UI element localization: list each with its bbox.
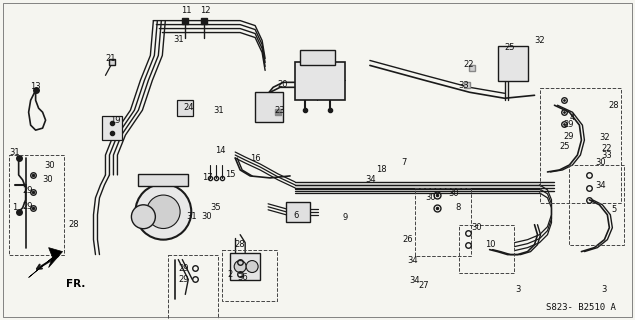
Text: 29: 29 [563, 132, 573, 140]
Bar [498, 46, 528, 81]
Bar [168, 255, 218, 319]
Text: 32: 32 [599, 132, 610, 141]
Text: 32: 32 [534, 36, 545, 45]
Bar [540, 88, 621, 203]
Bar [222, 250, 277, 301]
Text: 29: 29 [178, 264, 189, 273]
Text: 6: 6 [293, 211, 298, 220]
Text: 12: 12 [200, 6, 210, 15]
Bar [295, 62, 345, 100]
Text: 31: 31 [173, 35, 184, 44]
Bar [415, 188, 471, 256]
Bar [9, 155, 64, 255]
Text: 30: 30 [425, 193, 436, 202]
Text: 29: 29 [22, 202, 33, 211]
Text: 33: 33 [601, 150, 612, 160]
Text: FR.: FR. [65, 279, 85, 290]
Text: 34: 34 [408, 256, 418, 265]
Text: 23: 23 [275, 106, 285, 115]
Polygon shape [29, 248, 63, 277]
Text: 24: 24 [183, 103, 194, 112]
Circle shape [246, 260, 258, 273]
Text: 21: 21 [105, 54, 116, 63]
Text: 30: 30 [201, 212, 211, 221]
Text: 31: 31 [186, 212, 197, 221]
Circle shape [147, 195, 180, 228]
Text: S823- B2510 A: S823- B2510 A [547, 303, 617, 312]
Text: 25: 25 [559, 141, 570, 151]
Bar [255, 92, 283, 122]
Text: 28: 28 [235, 240, 246, 249]
Text: 11: 11 [181, 6, 192, 15]
Bar [300, 51, 335, 65]
Text: 35: 35 [210, 203, 220, 212]
Text: 30: 30 [448, 189, 459, 198]
Text: 27: 27 [418, 281, 429, 290]
Text: 33: 33 [458, 81, 469, 90]
Text: 34: 34 [595, 181, 606, 190]
Text: 30: 30 [595, 158, 606, 167]
Circle shape [131, 205, 156, 229]
Bar [231, 252, 260, 280]
Text: 17: 17 [202, 173, 213, 182]
Text: 31: 31 [213, 106, 224, 115]
Text: 8: 8 [455, 203, 460, 212]
Bar [286, 202, 310, 222]
Bar [102, 116, 123, 140]
Text: 7: 7 [401, 158, 406, 167]
Text: 19: 19 [110, 116, 121, 125]
Text: 20: 20 [278, 80, 288, 89]
Text: 34: 34 [366, 175, 376, 184]
Text: 4: 4 [570, 113, 575, 122]
Text: 30: 30 [471, 223, 482, 232]
Text: 9: 9 [342, 213, 347, 222]
Text: 3: 3 [602, 285, 607, 294]
Text: 34: 34 [410, 276, 420, 285]
Text: 5: 5 [612, 205, 617, 214]
Text: 30: 30 [44, 162, 55, 171]
Text: 3: 3 [515, 285, 520, 294]
Bar [458, 225, 514, 273]
Text: 14: 14 [215, 146, 225, 155]
Text: 29: 29 [22, 186, 33, 196]
Text: 25: 25 [504, 43, 515, 52]
Text: 29: 29 [563, 120, 573, 129]
Text: 29: 29 [178, 275, 189, 284]
Text: 26: 26 [403, 235, 413, 244]
Text: 22: 22 [601, 144, 612, 153]
Bar [138, 174, 189, 186]
Text: 22: 22 [464, 60, 474, 69]
Text: 28: 28 [68, 220, 79, 229]
Text: 36: 36 [237, 273, 248, 282]
Bar [177, 100, 193, 116]
Text: 30: 30 [43, 175, 53, 184]
Text: 15: 15 [225, 171, 236, 180]
Text: 16: 16 [250, 154, 260, 163]
Bar [570, 165, 624, 244]
Text: 2: 2 [227, 270, 233, 279]
Text: 28: 28 [608, 101, 618, 110]
Text: 31: 31 [10, 148, 20, 156]
Circle shape [135, 184, 191, 240]
Text: 18: 18 [377, 165, 387, 174]
Text: 1: 1 [12, 203, 17, 212]
Text: 10: 10 [485, 240, 496, 249]
Circle shape [234, 260, 246, 273]
Text: 13: 13 [30, 82, 41, 91]
